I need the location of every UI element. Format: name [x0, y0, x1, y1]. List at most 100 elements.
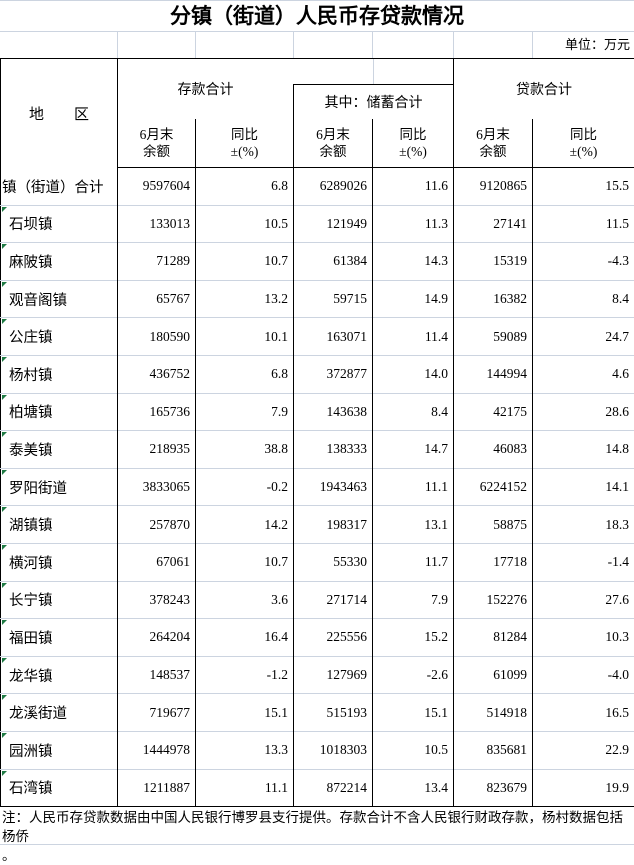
- loan-yoy-cell[interactable]: -4.3: [533, 243, 634, 281]
- loan-yoy-cell[interactable]: -4.0: [533, 656, 634, 694]
- deposit-yoy-cell[interactable]: 10.5: [196, 205, 294, 243]
- loan-balance-cell[interactable]: 61099: [454, 656, 533, 694]
- region-cell[interactable]: 湖镇镇: [1, 506, 118, 544]
- deposit-yoy-cell[interactable]: 10.7: [196, 543, 294, 581]
- region-cell[interactable]: 长宁镇: [1, 581, 118, 619]
- savings-balance-cell[interactable]: 6289026: [294, 168, 373, 206]
- region-column-header[interactable]: 地 区: [1, 59, 118, 168]
- deposit-balance-cell[interactable]: 436752: [118, 355, 196, 393]
- savings-yoy-cell[interactable]: 11.4: [373, 318, 454, 356]
- deposit-yoy-cell[interactable]: 13.3: [196, 731, 294, 769]
- deposit-yoy-subheader[interactable]: 同比 ±(%): [196, 119, 294, 168]
- loan-yoy-cell[interactable]: -1.4: [533, 543, 634, 581]
- region-cell[interactable]: 公庄镇: [1, 318, 118, 356]
- loan-balance-cell[interactable]: 58875: [454, 506, 533, 544]
- deposit-yoy-cell[interactable]: 38.8: [196, 431, 294, 469]
- savings-yoy-cell[interactable]: 15.2: [373, 619, 454, 657]
- loan-balance-cell[interactable]: 17718: [454, 543, 533, 581]
- savings-yoy-cell[interactable]: 14.0: [373, 355, 454, 393]
- deposit-balance-cell[interactable]: 71289: [118, 243, 196, 281]
- savings-balance-cell[interactable]: 138333: [294, 431, 373, 469]
- deposit-balance-cell[interactable]: 257870: [118, 506, 196, 544]
- loan-balance-cell[interactable]: 152276: [454, 581, 533, 619]
- deposit-balance-cell[interactable]: 9597604: [118, 168, 196, 206]
- loan-yoy-cell[interactable]: 15.5: [533, 168, 634, 206]
- savings-yoy-cell[interactable]: -2.6: [373, 656, 454, 694]
- savings-yoy-cell[interactable]: 14.7: [373, 431, 454, 469]
- loan-yoy-cell[interactable]: 24.7: [533, 318, 634, 356]
- region-cell[interactable]: 杨村镇: [1, 355, 118, 393]
- savings-yoy-cell[interactable]: 14.9: [373, 280, 454, 318]
- savings-balance-cell[interactable]: 372877: [294, 355, 373, 393]
- loan-balance-cell[interactable]: 59089: [454, 318, 533, 356]
- savings-yoy-cell[interactable]: 7.9: [373, 581, 454, 619]
- deposit-yoy-cell[interactable]: 11.1: [196, 769, 294, 807]
- loan-balance-cell[interactable]: 42175: [454, 393, 533, 431]
- savings-balance-cell[interactable]: 127969: [294, 656, 373, 694]
- region-cell[interactable]: 园洲镇: [1, 731, 118, 769]
- deposit-balance-cell[interactable]: 719677: [118, 694, 196, 732]
- loan-group-header[interactable]: 贷款合计: [454, 59, 634, 119]
- savings-yoy-cell[interactable]: 8.4: [373, 393, 454, 431]
- region-cell[interactable]: 观音阁镇: [1, 280, 118, 318]
- loan-balance-cell[interactable]: 81284: [454, 619, 533, 657]
- loan-balance-cell[interactable]: 823679: [454, 769, 533, 807]
- savings-balance-subheader[interactable]: 6月末 余额: [294, 119, 373, 168]
- loan-yoy-cell[interactable]: 16.5: [533, 694, 634, 732]
- deposit-group-header[interactable]: 存款合计: [118, 59, 294, 119]
- deposit-balance-cell[interactable]: 218935: [118, 431, 196, 469]
- deposit-yoy-cell[interactable]: 3.6: [196, 581, 294, 619]
- loan-yoy-cell[interactable]: 18.3: [533, 506, 634, 544]
- loan-balance-cell[interactable]: 514918: [454, 694, 533, 732]
- region-cell[interactable]: 麻陂镇: [1, 243, 118, 281]
- savings-yoy-cell[interactable]: 10.5: [373, 731, 454, 769]
- deposit-yoy-cell[interactable]: 6.8: [196, 168, 294, 206]
- loan-balance-cell[interactable]: 27141: [454, 205, 533, 243]
- savings-yoy-cell[interactable]: 11.1: [373, 468, 454, 506]
- loan-yoy-cell[interactable]: 10.3: [533, 619, 634, 657]
- savings-balance-cell[interactable]: 872214: [294, 769, 373, 807]
- region-cell[interactable]: 镇（街道）合计: [1, 168, 118, 206]
- savings-yoy-cell[interactable]: 15.1: [373, 694, 454, 732]
- loan-yoy-cell[interactable]: 14.8: [533, 431, 634, 469]
- deposit-balance-cell[interactable]: 264204: [118, 619, 196, 657]
- region-cell[interactable]: 横河镇: [1, 543, 118, 581]
- deposit-balance-cell[interactable]: 148537: [118, 656, 196, 694]
- deposit-yoy-cell[interactable]: 16.4: [196, 619, 294, 657]
- deposit-balance-cell[interactable]: 133013: [118, 205, 196, 243]
- deposit-balance-cell[interactable]: 3833065: [118, 468, 196, 506]
- savings-balance-cell[interactable]: 143638: [294, 393, 373, 431]
- savings-yoy-cell[interactable]: 13.1: [373, 506, 454, 544]
- loan-balance-cell[interactable]: 6224152: [454, 468, 533, 506]
- savings-balance-cell[interactable]: 515193: [294, 694, 373, 732]
- savings-balance-cell[interactable]: 61384: [294, 243, 373, 281]
- deposit-balance-cell[interactable]: 1211887: [118, 769, 196, 807]
- deposit-yoy-cell[interactable]: 10.1: [196, 318, 294, 356]
- loan-yoy-cell[interactable]: 8.4: [533, 280, 634, 318]
- deposit-balance-cell[interactable]: 67061: [118, 543, 196, 581]
- loan-balance-cell[interactable]: 9120865: [454, 168, 533, 206]
- deposit-yoy-cell[interactable]: 6.8: [196, 355, 294, 393]
- savings-group-header[interactable]: 其中：储蓄合计: [294, 85, 454, 119]
- savings-yoy-cell[interactable]: 11.3: [373, 205, 454, 243]
- deposit-balance-cell[interactable]: 65767: [118, 280, 196, 318]
- loan-balance-cell[interactable]: 144994: [454, 355, 533, 393]
- savings-balance-cell[interactable]: 121949: [294, 205, 373, 243]
- region-cell[interactable]: 龙溪街道: [1, 694, 118, 732]
- savings-balance-cell[interactable]: 1943463: [294, 468, 373, 506]
- loan-yoy-cell[interactable]: 19.9: [533, 769, 634, 807]
- savings-balance-cell[interactable]: 1018303: [294, 731, 373, 769]
- deposit-yoy-cell[interactable]: -0.2: [196, 468, 294, 506]
- loan-balance-cell[interactable]: 46083: [454, 431, 533, 469]
- savings-balance-cell[interactable]: 59715: [294, 280, 373, 318]
- savings-balance-cell[interactable]: 55330: [294, 543, 373, 581]
- loan-yoy-cell[interactable]: 27.6: [533, 581, 634, 619]
- loan-yoy-cell[interactable]: 11.5: [533, 205, 634, 243]
- deposit-yoy-cell[interactable]: 7.9: [196, 393, 294, 431]
- loan-yoy-cell[interactable]: 14.1: [533, 468, 634, 506]
- deposit-yoy-cell[interactable]: -1.2: [196, 656, 294, 694]
- region-cell[interactable]: 泰美镇: [1, 431, 118, 469]
- deposit-yoy-cell[interactable]: 14.2: [196, 506, 294, 544]
- deposit-balance-cell[interactable]: 180590: [118, 318, 196, 356]
- savings-yoy-cell[interactable]: 14.3: [373, 243, 454, 281]
